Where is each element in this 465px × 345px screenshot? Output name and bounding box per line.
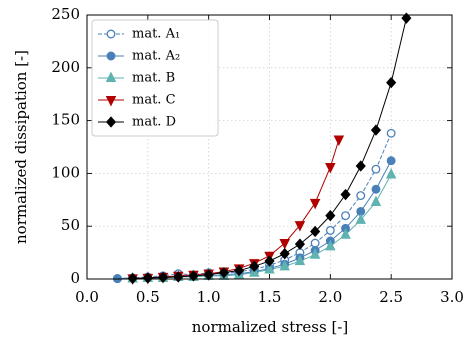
marker bbox=[340, 188, 351, 201]
y-tick-label: 50 bbox=[61, 216, 80, 234]
legend-label: mat. A₁ bbox=[132, 27, 180, 42]
marker bbox=[386, 128, 396, 138]
marker bbox=[370, 124, 382, 136]
x-tick-label: 2.0 bbox=[318, 288, 342, 306]
y-axis-label: normalized dissipation [-] bbox=[12, 50, 30, 244]
legend: mat. A₁ mat. A₂ mat. B mat. C mat. D bbox=[91, 19, 219, 137]
marker bbox=[309, 198, 321, 210]
series-line bbox=[117, 133, 392, 279]
y-tick-label: 200 bbox=[51, 58, 80, 76]
marker bbox=[355, 160, 366, 172]
marker bbox=[157, 271, 169, 284]
x-tick-label: 0.5 bbox=[136, 288, 160, 306]
legend-box bbox=[91, 19, 219, 137]
x-tick-label: 2.5 bbox=[379, 288, 403, 306]
marker bbox=[325, 225, 335, 235]
legend-marker bbox=[105, 95, 117, 107]
legend-marker bbox=[106, 51, 116, 61]
marker bbox=[264, 255, 275, 267]
legend-marker bbox=[105, 116, 117, 128]
marker bbox=[249, 260, 260, 273]
x-tick-label: 1.5 bbox=[258, 288, 282, 306]
marker bbox=[142, 272, 153, 284]
marker bbox=[386, 76, 397, 89]
x-tick-label: 3.0 bbox=[440, 288, 464, 306]
marker bbox=[279, 259, 290, 271]
x-tick-label: 0.0 bbox=[75, 288, 99, 306]
marker bbox=[325, 239, 336, 251]
marker bbox=[279, 247, 290, 260]
legend-label: mat. C bbox=[132, 93, 176, 108]
marker bbox=[310, 238, 320, 248]
marker bbox=[355, 213, 367, 224]
marker bbox=[279, 239, 290, 250]
marker bbox=[294, 221, 306, 232]
marker bbox=[309, 248, 321, 259]
marker bbox=[371, 184, 381, 194]
y-tick-label: 100 bbox=[51, 163, 80, 181]
marker bbox=[340, 228, 351, 239]
marker bbox=[341, 211, 350, 221]
marker bbox=[264, 263, 275, 274]
marker bbox=[401, 12, 412, 24]
marker bbox=[218, 266, 229, 279]
marker bbox=[294, 254, 306, 266]
y-tick-label: 150 bbox=[51, 111, 80, 129]
marker bbox=[333, 135, 345, 147]
y-tick-label: 250 bbox=[51, 5, 80, 23]
marker bbox=[386, 156, 396, 166]
legend-label: mat. D bbox=[132, 115, 176, 130]
legend-marker bbox=[105, 71, 117, 83]
marker bbox=[127, 272, 138, 285]
legend-marker bbox=[106, 29, 116, 39]
marker bbox=[310, 225, 321, 238]
marker bbox=[370, 195, 382, 206]
plot-frame bbox=[86, 14, 453, 280]
marker bbox=[371, 164, 381, 174]
marker bbox=[173, 271, 184, 283]
x-tick-label: 1.0 bbox=[197, 288, 221, 306]
x-axis-label: normalized stress [-] bbox=[192, 318, 348, 336]
marker bbox=[188, 270, 199, 282]
marker bbox=[325, 209, 336, 222]
plot-area bbox=[112, 12, 412, 285]
legend-label: mat. B bbox=[132, 71, 175, 86]
marker bbox=[385, 168, 397, 179]
marker bbox=[294, 238, 305, 250]
marker bbox=[234, 264, 245, 277]
marker bbox=[356, 191, 366, 201]
y-tick-label: 0 bbox=[70, 269, 80, 287]
legend-label: mat. A₂ bbox=[132, 49, 180, 64]
marker bbox=[325, 163, 336, 174]
